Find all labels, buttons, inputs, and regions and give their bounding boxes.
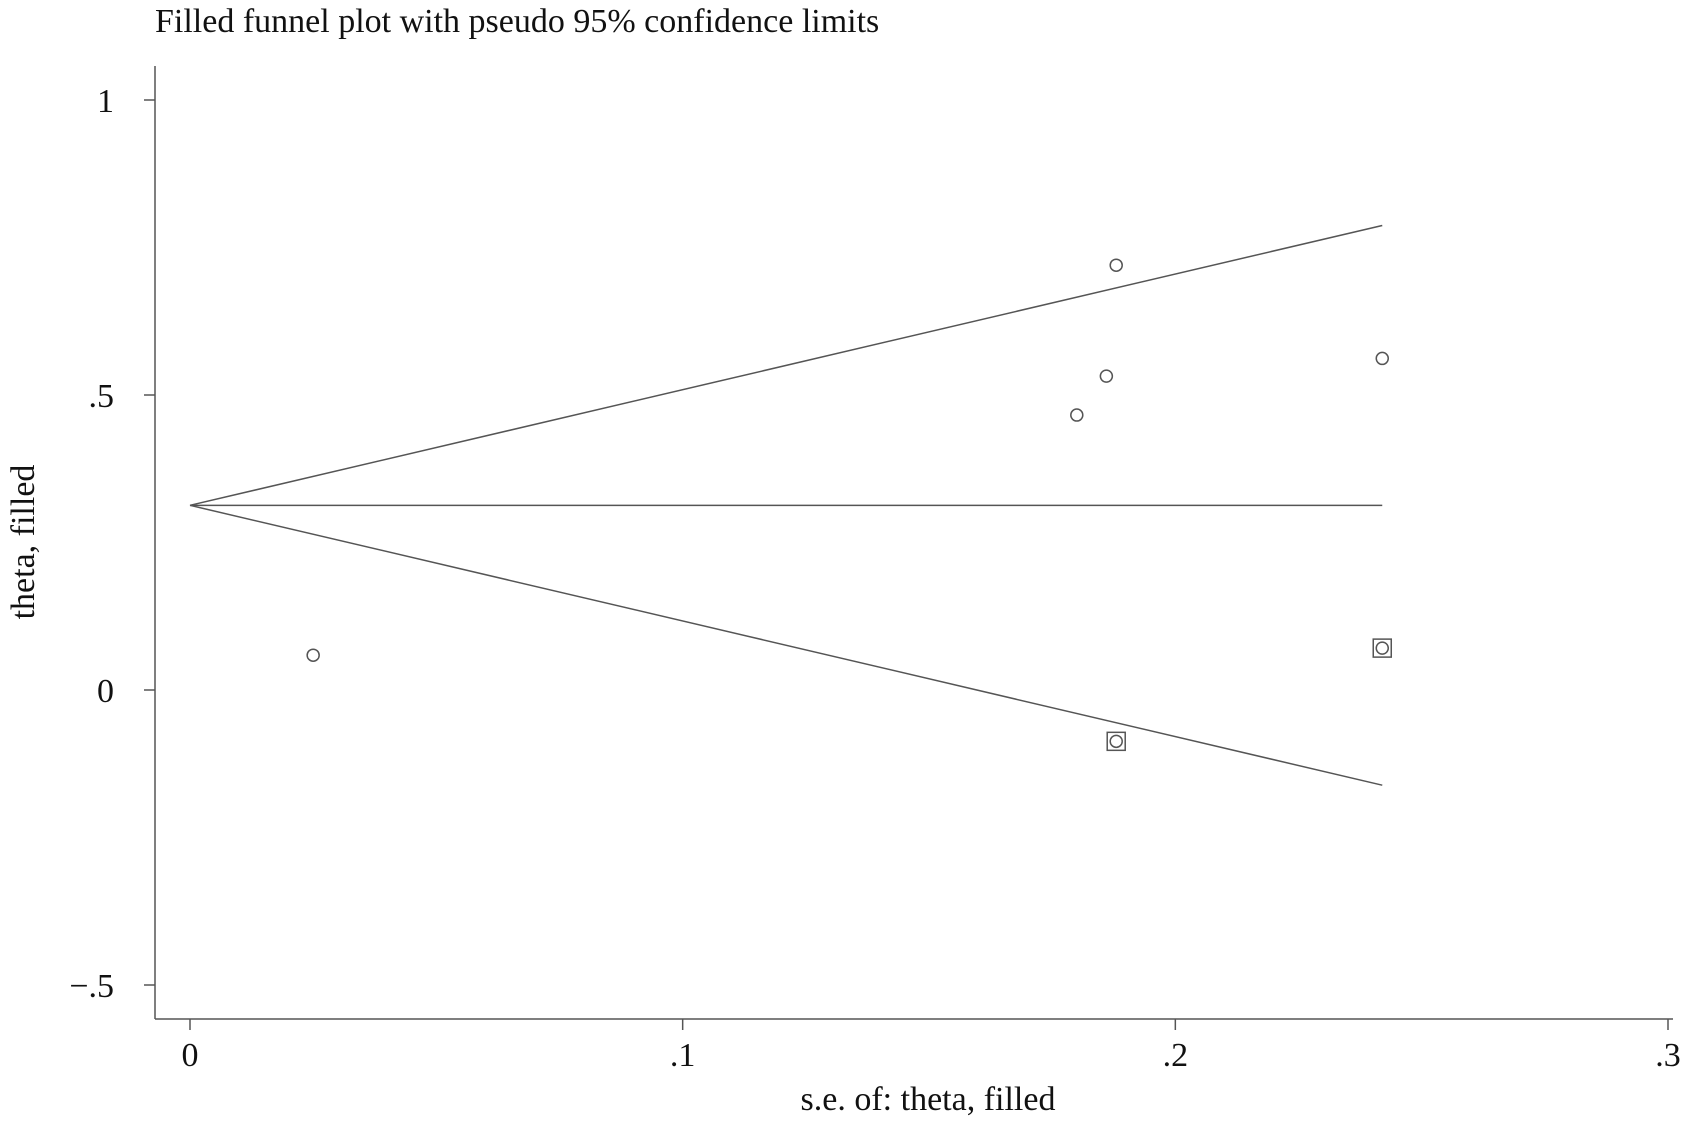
lower-confidence-limit	[189, 504, 1383, 786]
y-tick-label: −.5	[69, 968, 114, 1005]
chart-title: Filled funnel plot with pseudo 95% confi…	[155, 3, 879, 40]
study-point	[1099, 369, 1114, 383]
upper-confidence-limit	[189, 224, 1383, 507]
study-point	[1070, 408, 1084, 422]
y-axis-ticks: −.5 0 .5 1	[69, 83, 155, 1005]
x-axis-ticks: 0 .1 .2 .3	[182, 1019, 1681, 1074]
data-points	[306, 258, 1393, 752]
x-tick-label: .3	[1655, 1037, 1681, 1074]
filled-study-marker	[1372, 638, 1393, 658]
x-tick-label: .2	[1163, 1037, 1189, 1074]
study-point	[1109, 258, 1123, 272]
x-axis-label: s.e. of: theta, filled	[801, 1081, 1056, 1118]
y-tick-label: .5	[89, 378, 115, 415]
y-tick-label: 1	[97, 83, 114, 120]
filled-study-marker	[1106, 731, 1126, 752]
y-tick-label: 0	[97, 673, 114, 710]
study-point	[1375, 351, 1390, 366]
y-axis-label: theta, filled	[5, 465, 42, 620]
funnel-lines	[189, 224, 1383, 786]
study-point	[1109, 734, 1123, 749]
x-tick-label: 0	[182, 1037, 199, 1074]
study-point	[306, 648, 320, 662]
x-tick-label: .1	[670, 1037, 696, 1074]
study-point	[1375, 641, 1390, 655]
